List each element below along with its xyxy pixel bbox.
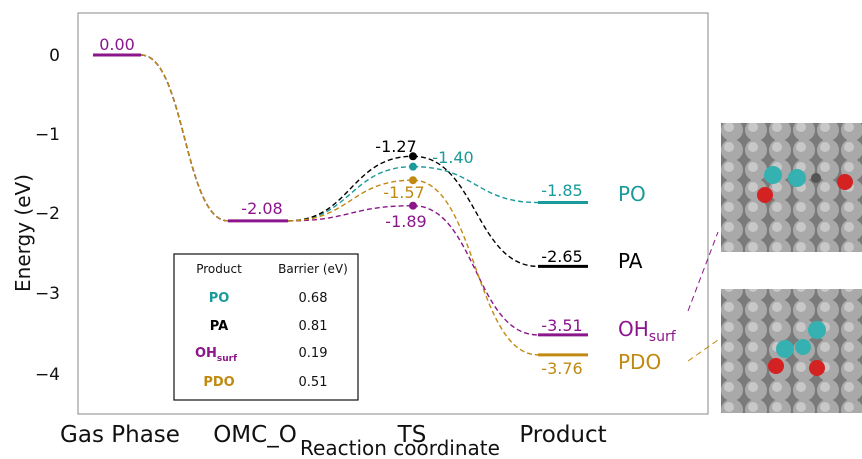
connector-line-oh bbox=[687, 231, 719, 312]
structure-po-oxygen-atom-2 bbox=[837, 174, 853, 190]
table-product-pdo: PDO bbox=[203, 375, 234, 390]
product-value-label-pdo: -3.76 bbox=[541, 359, 582, 378]
connector-line-pdo bbox=[687, 339, 719, 362]
product-name-po: PO bbox=[618, 182, 646, 206]
x-category-gas-phase: Gas Phase bbox=[60, 422, 180, 448]
table-header-product: Product bbox=[196, 262, 242, 276]
table-barrier-pdo: 0.51 bbox=[299, 375, 328, 390]
table-product-po: PO bbox=[209, 291, 230, 306]
omc-o-value-label: -2.08 bbox=[241, 199, 282, 218]
y-tick-label-1: −1 bbox=[35, 125, 60, 145]
y-tick-label-3: −3 bbox=[35, 284, 60, 304]
table-product-oh-main: OH bbox=[195, 346, 217, 361]
structure-po-carbon-atom-1 bbox=[764, 166, 782, 184]
table-barrier-oh: 0.19 bbox=[299, 346, 328, 361]
series-path-po bbox=[140, 54, 539, 222]
table-product-pa: PA bbox=[210, 319, 228, 334]
structure-oh-oxygen-atom-2 bbox=[809, 360, 825, 376]
structure-po-carbon-atom-2 bbox=[788, 169, 806, 187]
table-barrier-pa: 0.81 bbox=[299, 319, 328, 334]
structure-po-surface bbox=[721, 123, 862, 252]
table-header-barrier: Barrier (eV) bbox=[278, 262, 348, 276]
ts-value-label-po: -1.40 bbox=[432, 148, 473, 167]
barrier-table-frame bbox=[173, 253, 359, 401]
x-category-omc-o: OMC_O bbox=[213, 422, 297, 448]
product-name-oh-sub: surf bbox=[649, 329, 677, 345]
table-barrier-po: 0.68 bbox=[299, 291, 328, 306]
table-product-oh-sub: surf bbox=[217, 354, 237, 364]
structure-oh-oxygen-atom-1 bbox=[768, 358, 784, 374]
product-value-label-po: -1.85 bbox=[541, 181, 582, 200]
structure-image-oh bbox=[721, 289, 862, 413]
structure-oh-carbon-atom-3 bbox=[795, 339, 811, 355]
structure-image-po bbox=[721, 123, 862, 252]
structure-po-oxygen-atom-1 bbox=[757, 187, 773, 203]
ts-point-po bbox=[409, 162, 417, 171]
ts-value-label-pa: -1.27 bbox=[375, 137, 416, 156]
product-name-oh-main: OH bbox=[618, 317, 649, 341]
ts-point-pa bbox=[409, 152, 417, 161]
plot-frame bbox=[77, 12, 709, 415]
x-category-ts: TS bbox=[397, 422, 427, 448]
ts-value-label-oh: -1.89 bbox=[385, 212, 426, 231]
ts-point-pdo bbox=[409, 176, 417, 185]
product-name-pa: PA bbox=[618, 249, 643, 273]
y-axis-title: Energy (eV) bbox=[11, 174, 35, 292]
y-tick-label-2: −2 bbox=[35, 204, 60, 224]
y-tick-label-4: −4 bbox=[35, 365, 60, 385]
structure-po-hydrogen-atom bbox=[811, 173, 821, 183]
product-name-pdo: PDO bbox=[618, 350, 661, 374]
table-product-oh: OHsurf bbox=[195, 346, 237, 364]
product-value-label-oh: -3.51 bbox=[541, 316, 582, 335]
ts-value-label-pdo: -1.57 bbox=[383, 183, 424, 202]
product-value-label-pa: -2.65 bbox=[541, 247, 582, 266]
series-path-pa bbox=[140, 54, 539, 268]
x-axis-title: Reaction coordinate bbox=[300, 436, 500, 459]
product-name-oh: OHsurf bbox=[618, 317, 677, 345]
structure-oh-carbon-atom-2 bbox=[808, 321, 826, 339]
structure-oh-carbon-atom-1 bbox=[776, 340, 794, 358]
gas-phase-value-label: 0.00 bbox=[99, 35, 135, 54]
series-layer bbox=[93, 53, 588, 357]
barrier-table: Product Barrier (eV) PO 0.68 PA 0.81 OHs… bbox=[173, 253, 359, 401]
ts-point-oh bbox=[409, 201, 417, 210]
x-category-product: Product bbox=[519, 422, 606, 448]
series-path-pdo bbox=[140, 54, 539, 356]
y-tick-label-0: 0 bbox=[49, 46, 60, 66]
